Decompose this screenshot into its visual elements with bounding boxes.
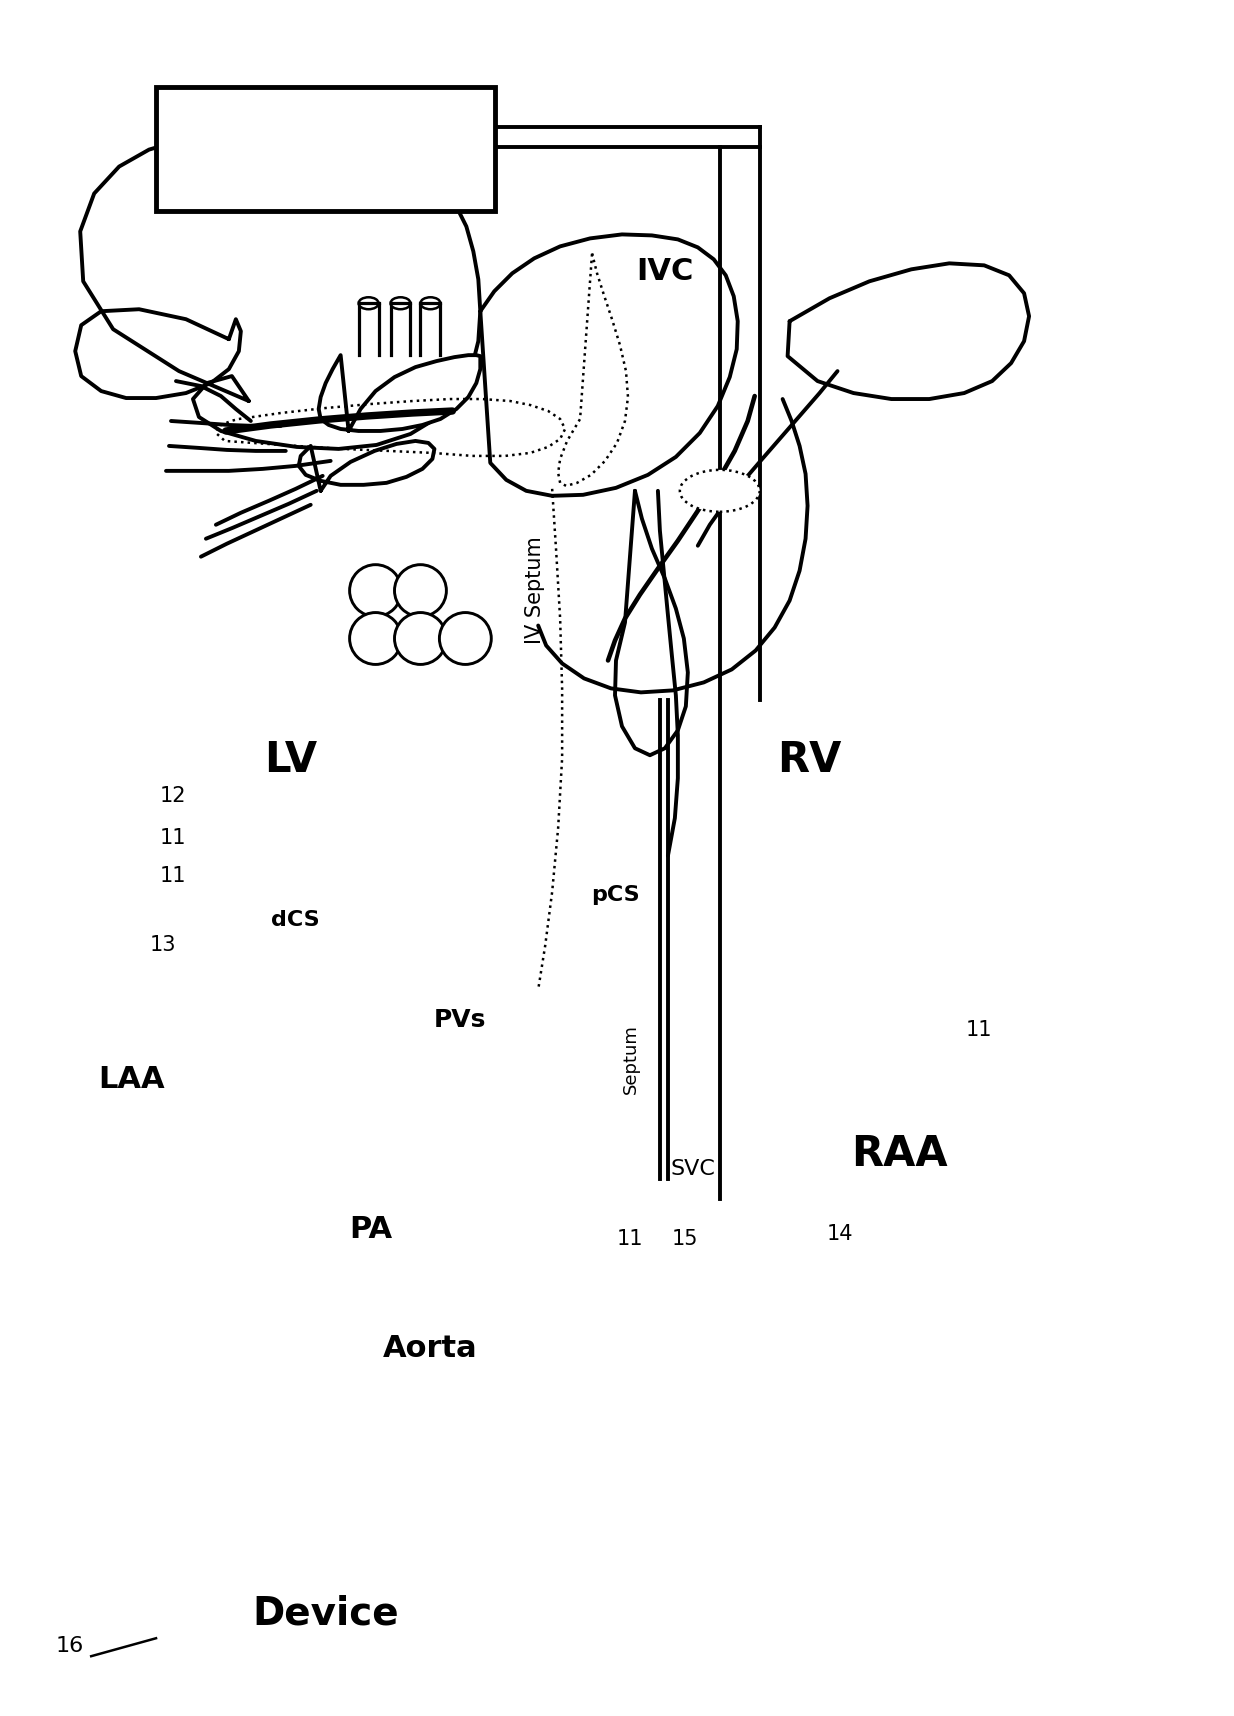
Text: RAA: RAA — [851, 1133, 948, 1175]
Text: SVC: SVC — [670, 1160, 716, 1179]
Text: 11: 11 — [159, 829, 186, 848]
Text: RV: RV — [777, 740, 842, 781]
Text: 11: 11 — [617, 1229, 643, 1249]
Ellipse shape — [359, 297, 379, 309]
Circle shape — [349, 565, 401, 616]
Text: dCS: dCS — [271, 909, 320, 930]
Circle shape — [349, 613, 401, 664]
Text: Device: Device — [252, 1594, 399, 1632]
Text: LAA: LAA — [97, 1066, 164, 1095]
Text: pCS: pCS — [591, 885, 639, 904]
Polygon shape — [318, 355, 480, 431]
FancyBboxPatch shape — [155, 88, 495, 211]
Text: 15: 15 — [671, 1229, 698, 1249]
Circle shape — [395, 613, 447, 664]
Text: Aorta: Aorta — [383, 1335, 478, 1364]
Circle shape — [439, 613, 491, 664]
Text: IVC: IVC — [637, 257, 694, 287]
Polygon shape — [390, 304, 411, 355]
Text: LV: LV — [264, 740, 317, 781]
Text: 12: 12 — [159, 786, 186, 807]
Text: IV Septum: IV Septum — [526, 537, 545, 645]
Text: 11: 11 — [159, 867, 186, 885]
Polygon shape — [299, 441, 434, 491]
Polygon shape — [359, 304, 379, 355]
Circle shape — [395, 565, 447, 616]
Text: 11: 11 — [966, 1019, 992, 1040]
Polygon shape — [421, 304, 441, 355]
Ellipse shape — [421, 297, 441, 309]
Text: Septum: Septum — [622, 1024, 640, 1095]
Ellipse shape — [680, 470, 760, 511]
Text: 14: 14 — [827, 1224, 853, 1244]
Ellipse shape — [390, 297, 411, 309]
Text: 13: 13 — [149, 935, 176, 954]
Polygon shape — [615, 491, 687, 755]
Text: PA: PA — [349, 1215, 392, 1244]
Text: PVs: PVs — [434, 1007, 486, 1031]
Text: 16: 16 — [56, 1637, 84, 1656]
